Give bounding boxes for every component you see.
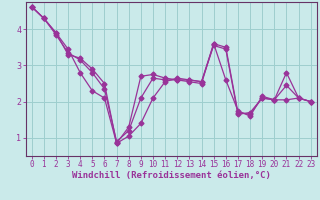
X-axis label: Windchill (Refroidissement éolien,°C): Windchill (Refroidissement éolien,°C) — [72, 171, 271, 180]
